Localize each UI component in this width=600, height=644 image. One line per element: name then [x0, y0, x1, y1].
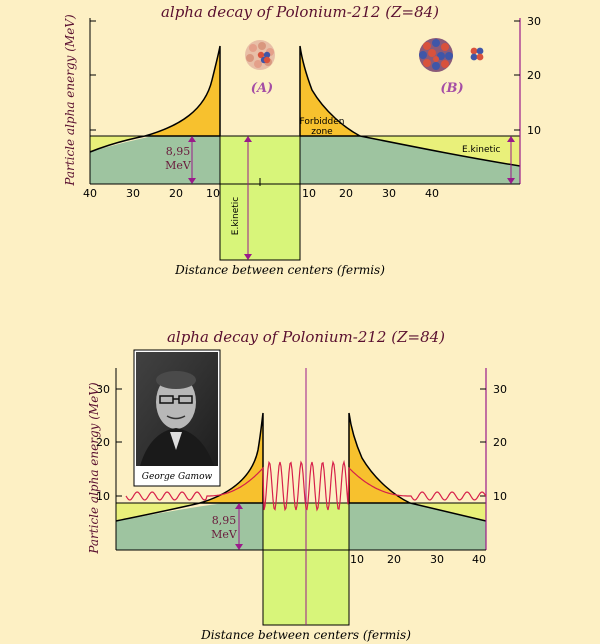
bottom-right-kinetic-band: [410, 503, 486, 521]
top-left-kinetic-band: [90, 136, 145, 152]
top-x-axis-label: Distance between centers (fermis): [174, 263, 385, 277]
top-well-arrow: [244, 136, 252, 260]
top-panel: alpha decay of Polonium-212 (Z=84): [63, 3, 541, 277]
top-x-tick-label: 20: [339, 187, 353, 200]
bottom-right-curve: [409, 502, 487, 522]
top-y-tick-label: 10: [527, 124, 541, 137]
alpha-particle-icon: [470, 47, 484, 61]
forbidden-label-2: zone: [311, 127, 333, 137]
bottom-x-tick-label: 20: [387, 553, 401, 566]
top-right-below-curve-area: [300, 135, 520, 184]
top-energy-unit: MeV: [165, 159, 192, 172]
nucleus-b-icon: [419, 38, 453, 72]
bottom-energy-unit: MeV: [211, 528, 238, 541]
bottom-left-y-tick-label: 30: [96, 383, 110, 396]
photo-caption: George Gamow: [142, 472, 213, 482]
bottom-left-below-curve-area: [116, 503, 263, 550]
top-x-tick-label: 20: [169, 187, 183, 200]
top-energy-arrow-left: [188, 136, 196, 184]
top-left-y-ticks: [90, 20, 96, 131]
top-x-tick-label: 10: [302, 187, 316, 200]
top-x-tick-label: 30: [126, 187, 140, 200]
forbidden-label: Forbidden: [300, 117, 345, 127]
bottom-x-tick-label: 30: [430, 553, 444, 566]
bottom-right-y-tick-label: 30: [493, 383, 507, 396]
bottom-left-barrier: [199, 412, 264, 504]
bottom-x-axis-label: Distance between centers (fermis): [200, 628, 411, 642]
top-well: [219, 135, 301, 261]
bottom-left-y-ticks: [116, 388, 122, 497]
bottom-right-y-tick-label: 20: [493, 436, 507, 449]
bottom-panel: alpha decay of Polonium-212 (Z=84) Georg…: [87, 328, 507, 642]
bottom-x-tick-label: 40: [472, 553, 486, 566]
wavefunction: [125, 459, 487, 512]
nucleus-a-icon: [245, 40, 275, 70]
top-ekinetic-well: E.kinetic: [231, 197, 241, 236]
bottom-energy-value: 8,95: [212, 514, 237, 527]
top-y-tick-label: 30: [527, 15, 541, 28]
bottom-left-y-tick-label: 10: [96, 490, 110, 503]
bottom-right-y-tick-label: 10: [493, 490, 507, 503]
bottom-right-y-ticks: [480, 388, 486, 497]
bottom-title: alpha decay of Polonium-212 (Z=84): [167, 328, 445, 346]
bottom-x-tick-label: 10: [350, 553, 364, 566]
bottom-y-axis-label: Particle alpha energy (MeV): [87, 382, 101, 555]
top-x-tick-label: 30: [382, 187, 396, 200]
top-left-barrier: [144, 45, 221, 137]
label-b: (B): [440, 81, 463, 96]
top-left-curve: [89, 135, 146, 153]
top-x-tick-label: 40: [425, 187, 439, 200]
top-right-y-ticks: [514, 20, 520, 131]
top-x-tick-label: 40: [83, 187, 97, 200]
top-energy-value: 8,95: [166, 145, 191, 158]
top-y-axis-label: Particle alpha energy (MeV): [63, 14, 77, 187]
bottom-left-y-tick-label: 20: [96, 436, 110, 449]
bottom-left-curve: [115, 502, 201, 522]
top-right-curve: [359, 135, 521, 167]
top-x-tick-label: 10: [206, 187, 220, 200]
top-left-below-curve-area: [90, 128, 220, 184]
gamow-photo: [133, 349, 221, 487]
wavefunction-curve: [125, 459, 487, 512]
label-a: (A): [251, 81, 273, 96]
top-right-barrier: [299, 45, 361, 137]
top-energy-arrow-right: [507, 136, 515, 184]
bottom-right-below-curve-area: [349, 503, 486, 550]
top-ekinetic-right: E.kinetic: [462, 145, 501, 155]
top-y-tick-label: 20: [527, 69, 541, 82]
bottom-energy-arrow: [235, 503, 243, 550]
top-title: alpha decay of Polonium-212 (Z=84): [161, 3, 439, 21]
